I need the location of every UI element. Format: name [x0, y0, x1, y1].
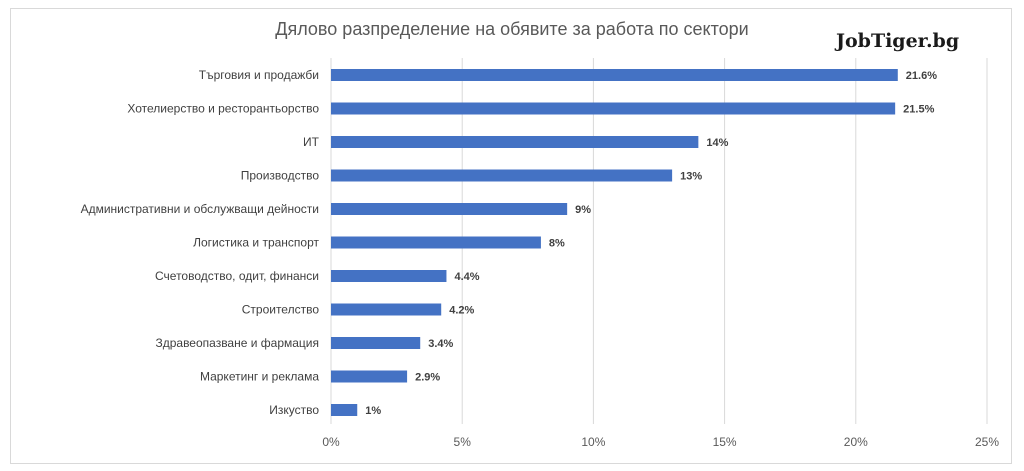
category-label: Счетоводство, одит, финанси: [155, 269, 319, 283]
bar: [331, 404, 358, 416]
x-tick-label: 20%: [844, 435, 868, 449]
bar: [331, 69, 898, 81]
bar: [331, 102, 896, 115]
x-tick-label: 15%: [713, 435, 737, 449]
data-label: 4.4%: [454, 271, 479, 283]
category-label: Логистика и транспорт: [193, 236, 319, 250]
brand-logo: JobTiger.bg: [836, 30, 960, 52]
bar: [331, 270, 447, 282]
data-label: 13%: [680, 171, 702, 183]
labels: 0% 5% 10% 15% 20% 25% Търговия и продажби 21.6%…: [81, 68, 1000, 449]
category-label: Строителство: [242, 303, 320, 317]
category-label: Маркетинг и реклама: [200, 370, 319, 384]
data-label: 14%: [706, 137, 728, 149]
x-tick-label: 5%: [454, 435, 472, 449]
category-label: Административни и обслужващи дейности: [81, 202, 319, 216]
category-label: ИТ: [303, 135, 320, 149]
bar: [331, 169, 673, 182]
data-label: 8%: [549, 238, 565, 250]
category-label: Изкуство: [269, 403, 319, 417]
data-label: 9%: [575, 204, 591, 216]
gridlines: [330, 58, 988, 424]
data-label: 21.5%: [903, 104, 934, 116]
data-label: 4.2%: [449, 305, 474, 317]
data-label: 21.6%: [906, 70, 937, 82]
category-label: Производство: [241, 169, 320, 183]
bar: [331, 370, 408, 383]
bar: [331, 303, 442, 316]
chart-frame: [10, 8, 1012, 464]
category-label: Здравеопазване и фармация: [155, 336, 319, 350]
data-label: 1%: [365, 405, 381, 417]
bar: [331, 337, 421, 349]
bar: [331, 203, 568, 215]
bar: [331, 236, 541, 249]
chart-title: Дялово разпределение на обявите за работ…: [275, 19, 749, 39]
bar: [331, 136, 699, 148]
category-label: Хотелиерство и ресторантьорство: [127, 102, 319, 116]
x-tick-label: 0%: [322, 435, 340, 449]
bars: [331, 69, 898, 416]
data-label: 3.4%: [428, 338, 453, 350]
data-label: 2.9%: [415, 372, 440, 384]
x-tick-label: 10%: [581, 435, 605, 449]
category-label: Търговия и продажби: [199, 68, 319, 82]
x-tick-label: 25%: [975, 435, 999, 449]
